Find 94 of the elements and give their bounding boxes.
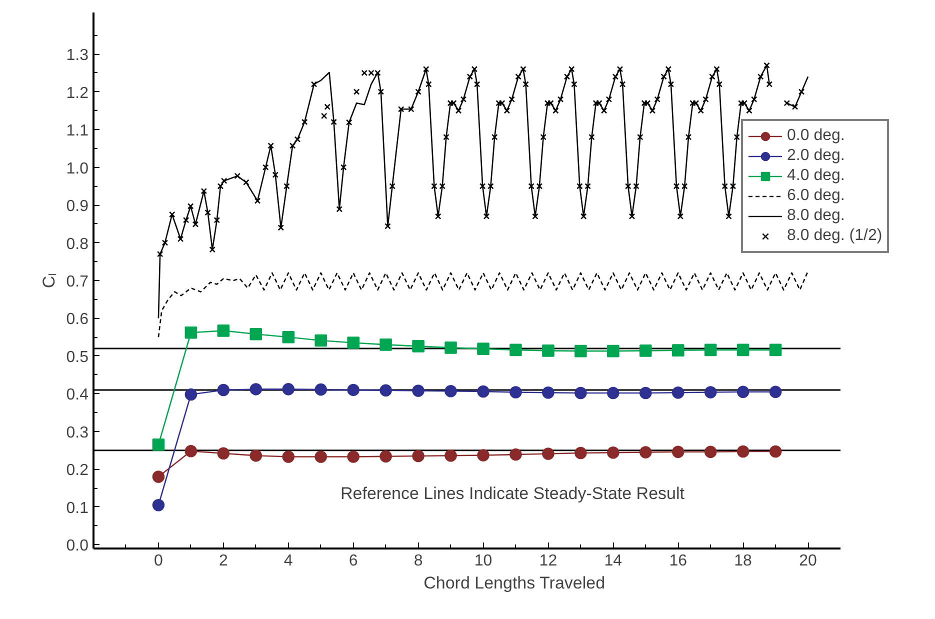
y-tick-label: 0.5 — [66, 348, 89, 366]
x-tick-label: 12 — [539, 552, 558, 570]
legend-label: 8.0 deg. (1/2) — [787, 227, 882, 245]
point — [639, 344, 652, 357]
point — [639, 446, 652, 458]
legend-label: 4.0 deg. — [787, 167, 845, 185]
point — [477, 449, 490, 462]
point — [736, 445, 750, 458]
point — [152, 498, 165, 512]
x-tick-label: 4 — [284, 552, 293, 570]
x-tick-label: 0 — [154, 552, 164, 570]
y-tick-label: 0.4 — [66, 386, 89, 404]
point — [736, 386, 750, 398]
y-tick-label: 0.8 — [66, 236, 89, 253]
x-tick-label: 2 — [218, 552, 228, 570]
point — [542, 344, 554, 357]
point — [282, 450, 295, 463]
x-axis-title: Chord Lengths Traveled — [424, 574, 606, 592]
point — [477, 342, 490, 355]
point — [412, 450, 424, 462]
legend-label: 2.0 deg. — [787, 147, 845, 165]
legend-label: 0.0 deg. — [787, 127, 845, 145]
point — [477, 385, 490, 398]
y-tick-label: 0.2 — [66, 462, 89, 480]
point — [184, 444, 198, 458]
point — [347, 336, 360, 349]
x-tick-label: 16 — [669, 552, 688, 570]
y-tick-label: 0.3 — [66, 424, 89, 442]
point — [704, 344, 717, 356]
point — [444, 342, 457, 354]
point — [542, 448, 554, 460]
y-tick-label: 1.1 — [66, 122, 89, 140]
y-tick-label: 0.7 — [66, 274, 89, 290]
point — [607, 386, 620, 400]
point — [412, 340, 424, 352]
legend-label: 8.0 deg. — [787, 207, 845, 225]
point — [510, 344, 522, 356]
point — [217, 324, 230, 337]
point — [282, 383, 295, 396]
point — [250, 383, 262, 396]
point — [574, 344, 587, 358]
point — [704, 386, 717, 398]
x-tick-label: 6 — [348, 552, 358, 570]
y-tick-label: 1.3 — [66, 47, 89, 64]
point — [444, 450, 457, 462]
point — [380, 384, 392, 396]
point — [704, 446, 717, 458]
y-tick-label: 0.9 — [66, 198, 89, 216]
point — [672, 344, 684, 356]
point — [347, 384, 360, 396]
y-tick-label: 1.2 — [66, 84, 89, 102]
x-tick-label: 10 — [474, 552, 492, 570]
point — [510, 448, 522, 461]
point — [542, 386, 554, 399]
x-tick-label: 20 — [799, 552, 818, 570]
x-tick-label: 8 — [414, 552, 423, 570]
point — [444, 384, 457, 398]
point — [314, 450, 327, 463]
y-tick-label: 0.0 — [66, 538, 89, 555]
point — [184, 388, 198, 401]
annotation: Reference Lines Indicate Steady-State Result — [340, 484, 685, 503]
point — [152, 438, 165, 451]
point — [412, 384, 424, 397]
point — [769, 386, 782, 398]
point — [510, 386, 522, 398]
point — [152, 470, 165, 483]
point — [672, 386, 684, 399]
x-tick-label: 18 — [734, 552, 752, 570]
y-axis-title: Cₗ — [39, 272, 58, 288]
point — [607, 344, 620, 358]
point — [314, 383, 327, 396]
point — [607, 446, 620, 459]
point — [769, 344, 782, 356]
point — [769, 445, 782, 458]
point — [639, 386, 652, 400]
point — [250, 450, 262, 462]
point — [347, 450, 360, 463]
point — [217, 447, 230, 460]
point — [314, 334, 327, 347]
point — [250, 328, 262, 340]
y-tick-label: 0.1 — [66, 500, 89, 517]
legend-label: 6.0 deg. — [787, 187, 845, 205]
point — [380, 450, 392, 463]
point — [282, 330, 295, 344]
point — [217, 384, 230, 396]
x-tick-label: 14 — [604, 552, 622, 570]
point — [574, 386, 587, 400]
point — [574, 446, 587, 460]
point — [672, 446, 684, 458]
point — [736, 344, 750, 356]
y-tick-label: 0.6 — [66, 311, 89, 328]
y-tick-label: 1.0 — [66, 160, 89, 178]
point — [380, 338, 392, 351]
point — [184, 326, 198, 339]
